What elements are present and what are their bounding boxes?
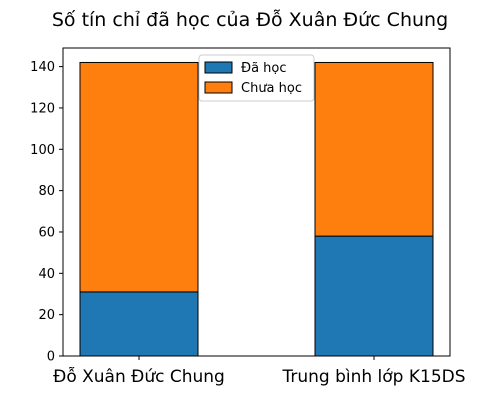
y-tick-label: 80: [38, 184, 55, 199]
chart-title: Số tín chỉ đã học của Đỗ Xuân Đức Chung: [52, 8, 448, 31]
legend-label: Chưa học: [241, 81, 302, 96]
bar-chua-hoc-0: [79, 61, 199, 293]
y-axis: 0 20 40 60 80 100 120 140: [30, 60, 63, 365]
plot-area-frame: [62, 47, 451, 357]
x-category-label: Trung bình lớp K15DS: [281, 367, 465, 387]
x-category-label: Đỗ Xuân Đức Chung: [53, 366, 225, 387]
legend-label: Đã học: [241, 61, 287, 76]
bar-chua-hoc-1: [314, 61, 434, 237]
y-tick-label: 60: [38, 225, 55, 240]
bar-da-hoc-1: [314, 235, 434, 357]
bar-da-hoc-0: [79, 291, 199, 357]
x-axis: Đỗ Xuân Đức Chung Trung bình lớp K15DS: [53, 356, 466, 387]
legend-swatch: [204, 61, 233, 74]
y-tick-label: 140: [30, 60, 55, 75]
y-tick-label: 120: [30, 101, 55, 116]
y-tick-label: 20: [38, 308, 55, 323]
y-tick-label: 40: [38, 267, 55, 282]
y-tick-label: 0: [47, 350, 55, 365]
bars-layer: [79, 61, 434, 357]
legend: Đã học Chưa học: [198, 54, 315, 102]
legend-swatch: [204, 81, 233, 94]
y-tick-label: 100: [30, 143, 55, 158]
